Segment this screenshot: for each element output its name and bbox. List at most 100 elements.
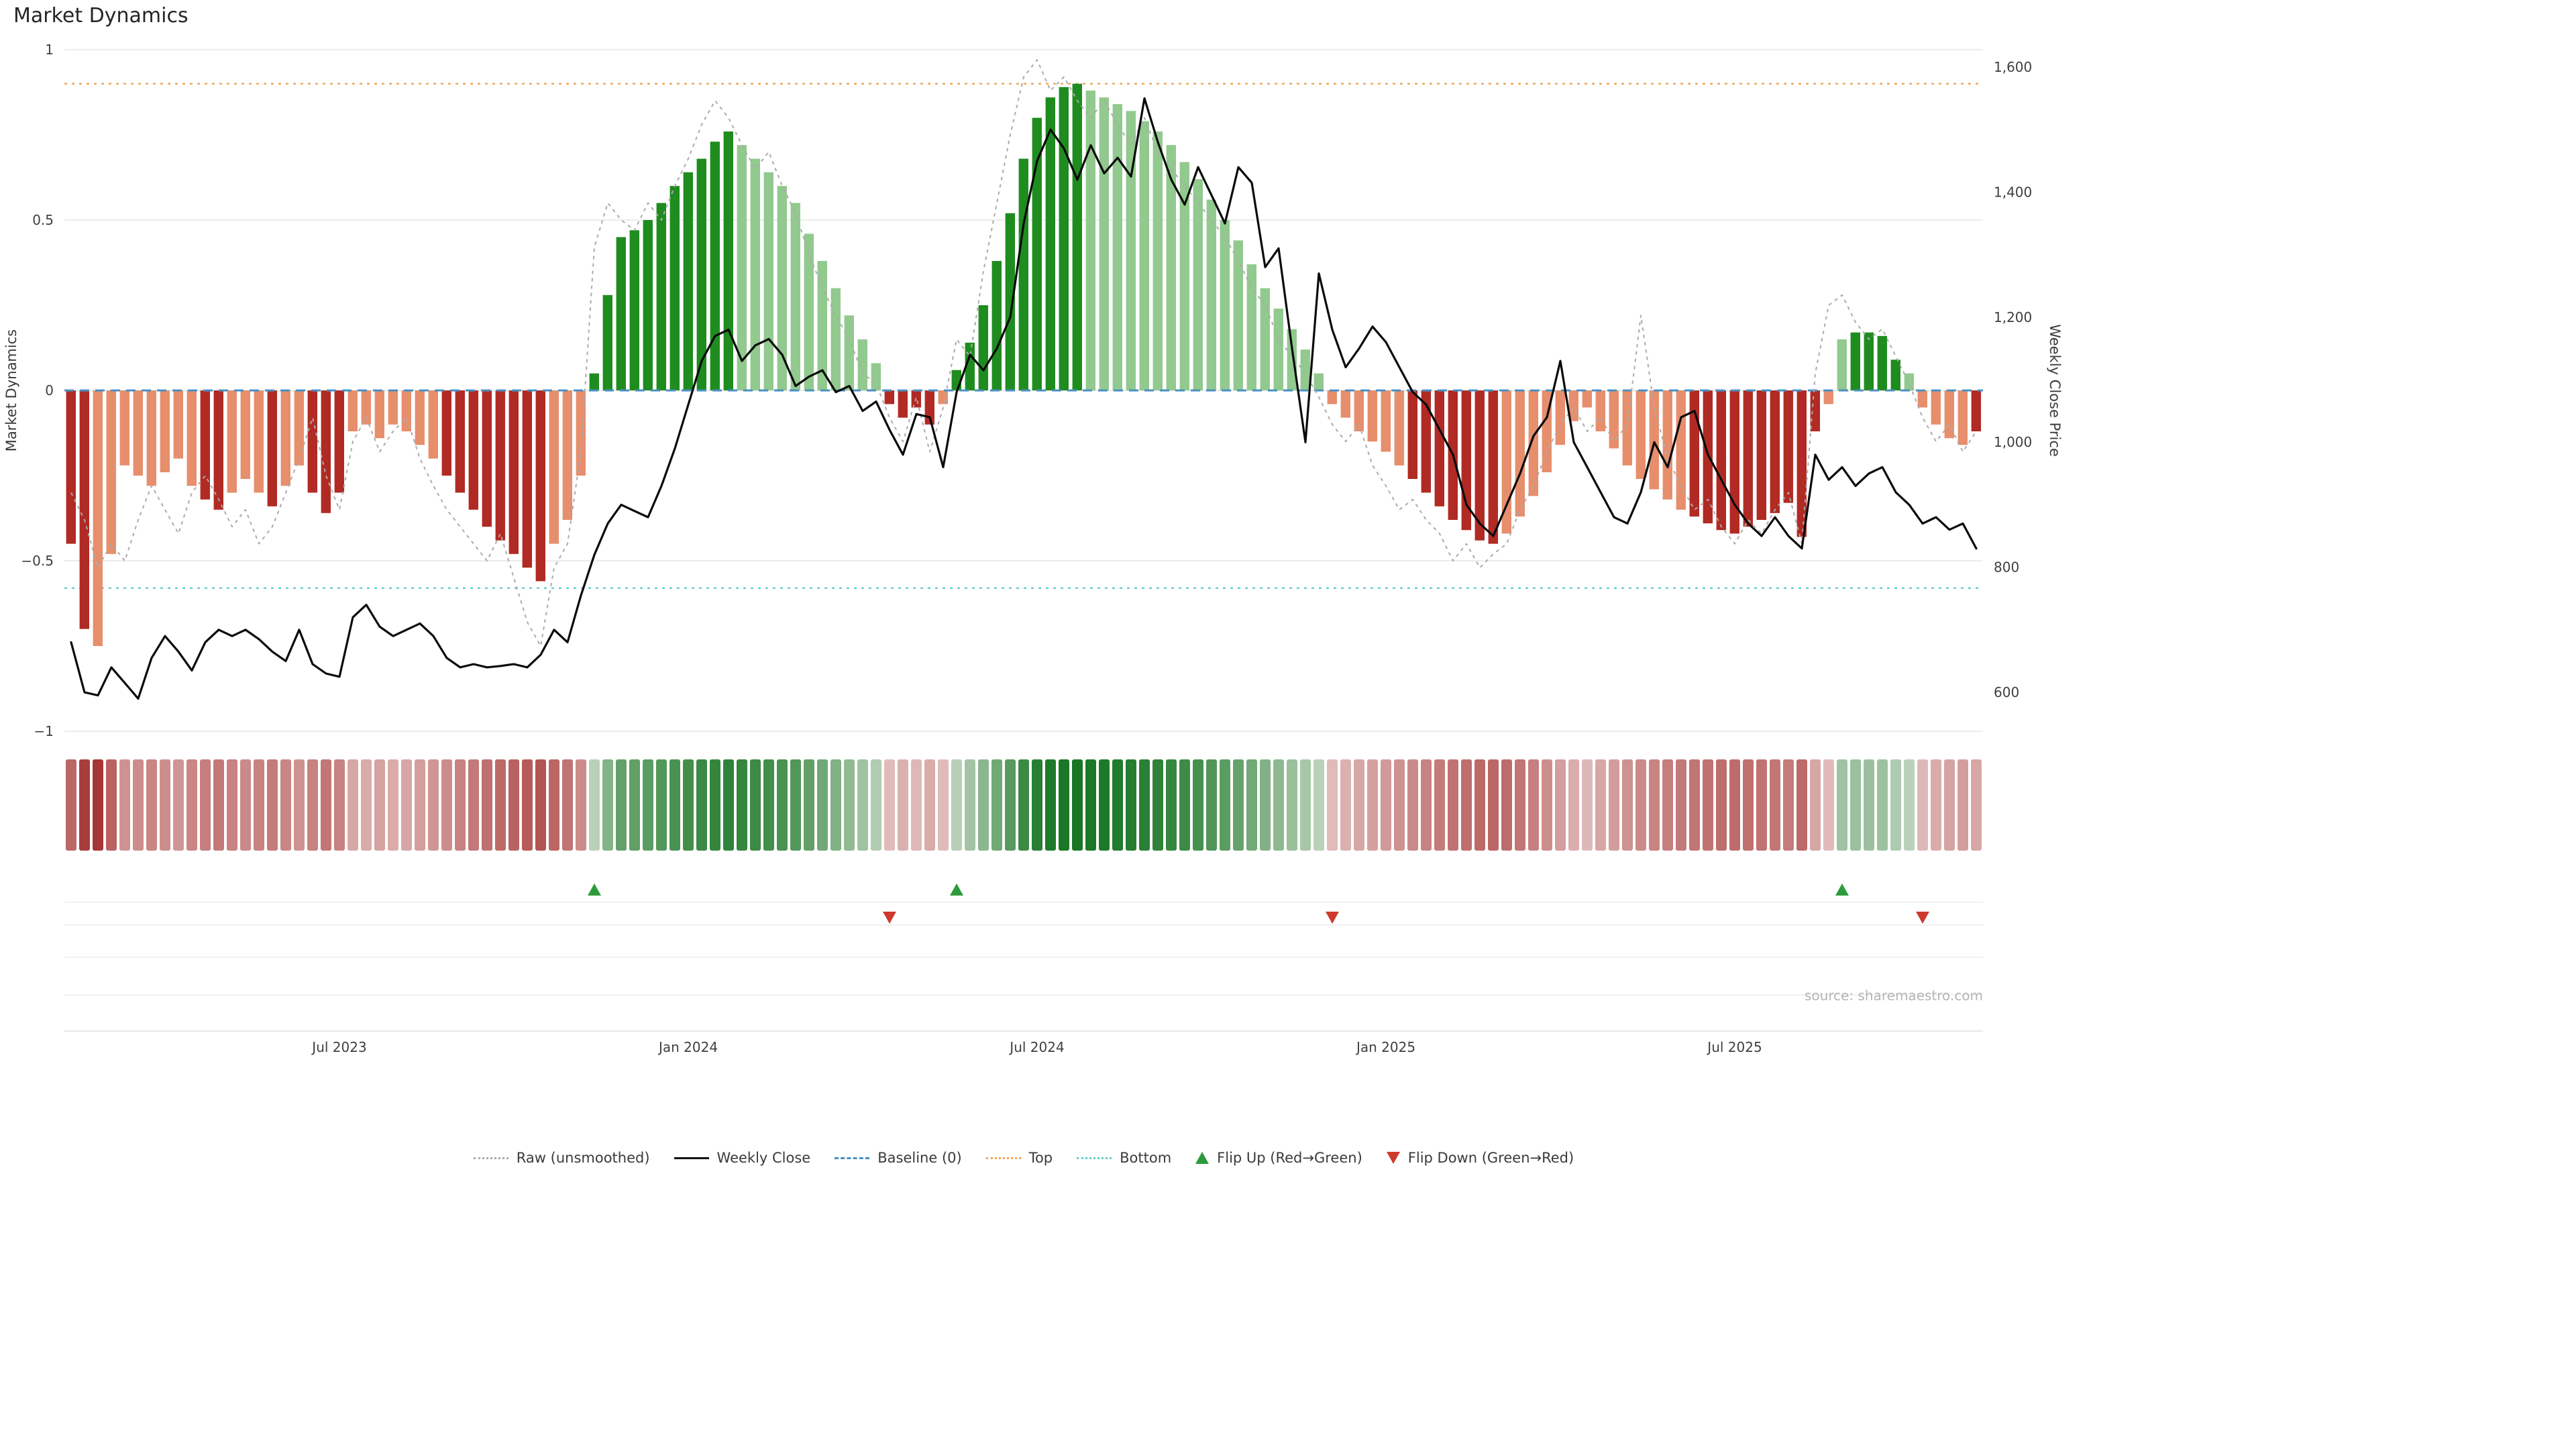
dynamics-bar [1837,339,1847,390]
heatmap-cell [415,759,425,851]
heatmap-cell [1796,759,1807,851]
heatmap-cell [1756,759,1767,851]
dynamics-bar [1931,390,1941,425]
dynamics-bar [616,237,626,390]
dynamics-bar [1810,390,1820,431]
dynamics-bar [898,390,908,418]
heatmap-cell [1139,759,1150,851]
left-tick-label: 0 [45,382,54,398]
dynamics-bar [871,363,881,390]
heatmap-cell [1837,759,1847,851]
dynamics-bar [133,390,143,476]
heatmap-cell [1461,759,1472,851]
heatmap-cell [468,759,479,851]
dynamics-bar [1220,220,1230,390]
heatmap-cell [1005,759,1016,851]
raw-line-icon [473,1157,508,1159]
heatmap-cell [401,759,412,851]
heatmap-cell [1434,759,1445,851]
legend-item-bottom: Bottom [1077,1150,1171,1166]
right-axis-ticks: 1,600 1,400 1,200 1,000 800 600 [1994,59,2032,700]
left-axis-title: Market Dynamics [3,329,19,451]
x-axis-ticks: Jul 2023 Jan 2024 Jul 2024 Jan 2025 Jul 2025 [311,1039,1762,1055]
heatmap-cell [66,759,76,851]
dynamics-bar [267,390,277,506]
heatmap-cell [1649,759,1660,851]
heatmap-cell [106,759,117,851]
dynamics-bar [1971,390,1981,431]
legend-label: Flip Up (Red→Green) [1217,1150,1362,1166]
dynamics-bar [576,390,586,476]
dynamics-bar [441,390,451,476]
dynamics-bar [1032,117,1042,390]
dynamics-bar [1179,162,1189,390]
heatmap-cell [1568,759,1579,851]
dynamics-bar [160,390,170,472]
heatmap-cell [589,759,600,851]
dynamics-bar [146,390,156,486]
heatmap-cell [777,759,788,851]
dynamics-bar [1233,240,1243,390]
heatmap-cell [696,759,707,851]
heatmap-cell [1354,759,1364,851]
dynamics-bar [1635,390,1646,479]
dynamics-bar [535,390,545,582]
dynamics-bar [965,342,975,390]
dynamics-bar [1206,199,1216,390]
heatmap-cell [1810,759,1821,851]
heatmap-cell [1864,759,1874,851]
heatmap-cell [173,759,184,851]
right-tick-label: 1,400 [1994,184,2032,200]
dynamics-bar [884,390,894,405]
dynamics-bar [777,186,787,390]
dynamics-bar [1474,390,1485,541]
heatmap-cell [1716,759,1727,851]
heatmap-cell [522,759,533,851]
heatmap-cell [804,759,814,851]
left-axis-ticks: 1 0.5 0 −0.5 −1 [21,42,54,739]
dynamics-bar [696,158,706,390]
dynamics-bar [1904,373,1914,390]
heatmap-cell [884,759,895,851]
heatmap-cell [951,759,962,851]
dynamics-bar [1515,390,1525,517]
dynamics-bar [1783,390,1793,503]
dynamics-bar [830,288,841,390]
heatmap-cell [1904,759,1915,851]
legend-item-baseline: Baseline (0) [835,1150,962,1166]
dynamics-bar [1796,390,1807,537]
dynamics-bar [1287,329,1297,390]
dynamics-bar [321,390,331,513]
dynamics-bar [1005,213,1015,390]
dynamics-bar [1917,390,1927,408]
heatmap-cell [1676,759,1686,851]
dynamics-bar [978,305,988,390]
heatmap-cell [1246,759,1257,851]
heatmap-cell [1917,759,1928,851]
heatmap-cell [817,759,828,851]
heatmap-cell [1313,759,1324,851]
heatmap-cell [790,759,801,851]
dynamics-bar [1957,390,1968,445]
heatmap-cell [495,759,506,851]
dynamics-bar [1099,97,1109,390]
flip-up-marker [950,883,963,896]
dynamics-bar [119,390,129,466]
right-axis-title: Weekly Close Price [2047,324,2063,457]
heatmap-cell [347,759,358,851]
flip-markers [588,883,1929,924]
heatmap-cell [1622,759,1633,851]
heatmap-cell [991,759,1002,851]
dynamics-bar [1313,373,1324,390]
heatmap-cell [508,759,519,851]
dynamics-bar [1434,390,1444,506]
dynamics-bar [361,390,371,425]
dynamics-bar [629,230,639,390]
dynamics-bar [334,390,344,493]
dynamics-bar [1770,390,1780,513]
heatmap-cell [1273,759,1284,851]
heatmap-cell [1112,759,1123,851]
left-tick-label: 0.5 [32,212,54,228]
dynamics-bar [200,390,210,500]
dynamics-bar [495,390,505,541]
